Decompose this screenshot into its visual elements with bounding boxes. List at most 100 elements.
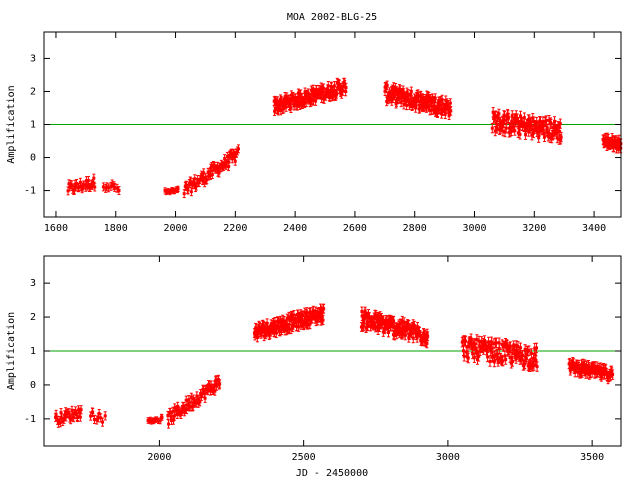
data-point: [95, 415, 99, 425]
data-point: [107, 183, 111, 193]
data-point: [79, 405, 83, 415]
data-point: [218, 379, 222, 389]
data-point: [225, 151, 229, 161]
data-point: [510, 110, 514, 121]
x-tick-label: 2800: [403, 223, 427, 234]
data-point: [110, 179, 114, 189]
y-tick-label: 3: [30, 53, 36, 64]
x-tick-label: 2200: [223, 223, 247, 234]
data-point: [504, 354, 508, 365]
x-tick-label: 3200: [522, 223, 546, 234]
data-point: [166, 188, 170, 195]
x-tick-label: 2400: [283, 223, 307, 234]
x-tick-label: 3400: [582, 223, 606, 234]
data-point: [497, 343, 501, 354]
data-point: [492, 338, 496, 349]
data-point: [409, 86, 413, 97]
x-tick-label: 2000: [163, 223, 187, 234]
data-point: [289, 324, 293, 335]
y-tick-label: 2: [30, 86, 36, 97]
data-point: [321, 315, 325, 326]
data-point: [167, 419, 171, 429]
data-point: [314, 96, 318, 106]
data-point: [101, 417, 105, 427]
y-tick-label: 0: [30, 380, 36, 391]
data-point: [547, 115, 551, 126]
y-tick-label: 1: [30, 346, 36, 357]
y-tick-label: 0: [30, 153, 36, 164]
data-point: [309, 85, 313, 96]
chart-title: MOA 2002-BLG-25: [287, 12, 377, 23]
data-point: [398, 318, 402, 329]
data-point: [426, 331, 430, 342]
data-point: [475, 334, 479, 345]
y-tick-label: 2: [30, 312, 36, 323]
data-point: [92, 414, 96, 424]
data-point: [518, 129, 522, 140]
data-point: [209, 170, 213, 180]
y-tick-label: 3: [30, 278, 36, 289]
data-point: [508, 341, 512, 352]
data-point: [338, 79, 342, 90]
data-point: [496, 356, 500, 367]
data-point: [105, 182, 109, 192]
data-point: [466, 352, 470, 364]
data-point: [189, 392, 193, 402]
y-tick-label: 1: [30, 120, 36, 131]
data-point: [494, 337, 498, 349]
data-point: [500, 339, 504, 350]
x-axis-label: JD - 2450000: [296, 468, 368, 479]
data-point: [535, 342, 539, 354]
data-point: [504, 123, 508, 134]
data-points: [54, 303, 615, 429]
x-tick-label: 3000: [462, 223, 486, 234]
data-point: [115, 183, 119, 193]
data-point: [497, 108, 501, 119]
data-point: [611, 369, 615, 380]
data-points: [66, 77, 623, 199]
x-tick-label: 2500: [292, 452, 316, 463]
data-point: [511, 356, 515, 367]
data-point: [164, 188, 168, 196]
x-tick-label: 2000: [147, 452, 171, 463]
x-tick-label: 3000: [436, 452, 460, 463]
x-tick-label: 2600: [343, 223, 367, 234]
data-point: [149, 418, 153, 425]
top-panel: -1 0 1 2 3 1600 1800 2000 2200 2400 2600 2800 3000 32…: [6, 31, 623, 234]
data-point: [101, 182, 105, 192]
data-point: [322, 303, 326, 314]
data-point: [344, 82, 348, 93]
x-tick-label: 3500: [580, 452, 604, 463]
data-point: [92, 173, 96, 183]
y-axis-label: Amplification: [6, 312, 17, 390]
bottom-panel: -1 0 1 2 3 2000 2500 3000 3500 Amplification: [6, 255, 622, 463]
data-point: [414, 103, 418, 113]
data-point: [176, 185, 180, 192]
x-tick-label: 1600: [44, 223, 68, 234]
data-point: [103, 411, 107, 421]
y-tick-label: -1: [24, 414, 36, 425]
data-point: [559, 131, 563, 143]
data-point: [555, 132, 559, 144]
data-point: [507, 112, 511, 124]
data-point: [54, 409, 58, 419]
data-point: [72, 408, 76, 418]
x-tick-label: 1800: [104, 223, 128, 234]
data-point: [558, 118, 562, 129]
data-point: [285, 313, 289, 324]
data-point: [514, 340, 518, 351]
data-point: [385, 80, 389, 91]
data-point: [237, 144, 241, 154]
data-point: [535, 361, 539, 372]
y-tick-label: -1: [24, 186, 36, 197]
data-point: [527, 345, 531, 356]
data-point: [449, 106, 453, 116]
y-axis-label: Amplification: [6, 85, 17, 163]
data-point: [117, 186, 121, 196]
data-point: [93, 182, 97, 192]
data-point: [160, 414, 164, 421]
data-point: [113, 182, 117, 192]
data-point: [433, 93, 437, 103]
data-point: [170, 187, 174, 194]
